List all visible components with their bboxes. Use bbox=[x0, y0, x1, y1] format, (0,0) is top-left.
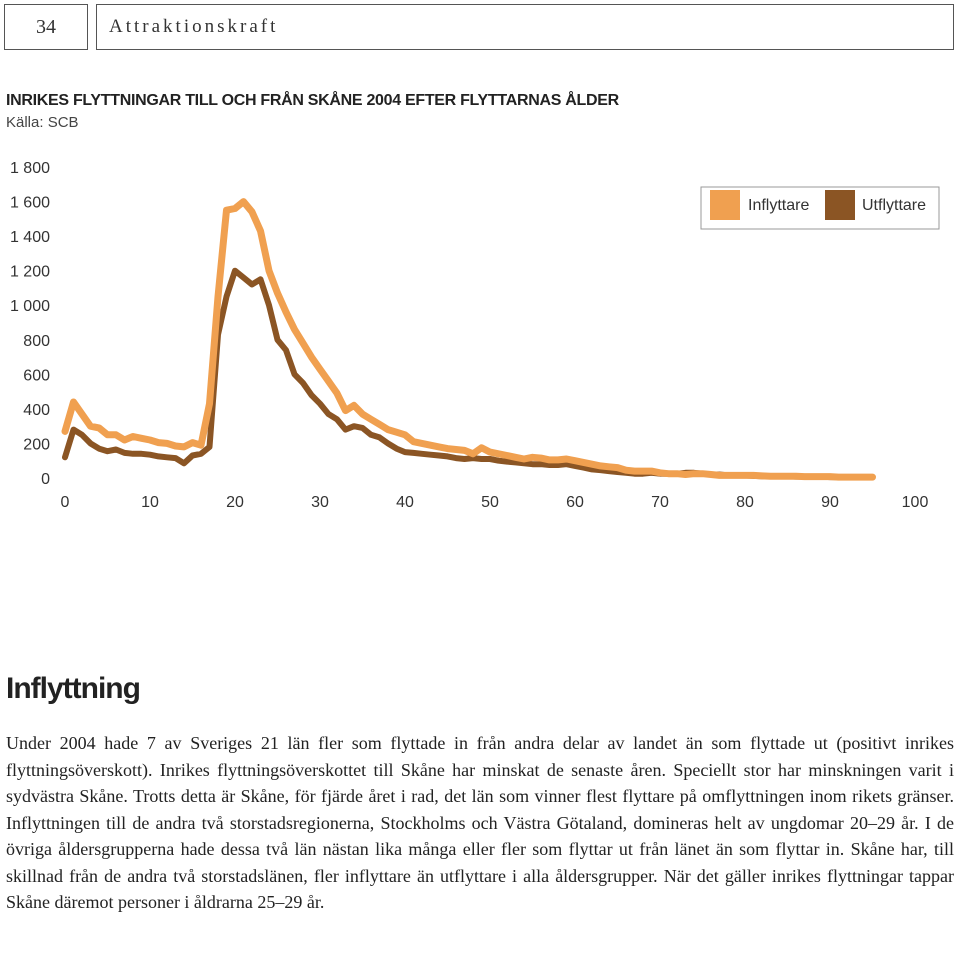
x-tick-label: 30 bbox=[311, 494, 329, 511]
y-tick-label: 1 800 bbox=[10, 160, 50, 177]
y-tick-label: 1 000 bbox=[10, 298, 50, 315]
y-tick-label: 200 bbox=[23, 436, 50, 453]
legend-label-inflyttare: Inflyttare bbox=[748, 197, 809, 214]
x-tick-label: 70 bbox=[651, 494, 669, 511]
chart-title: INRIKES FLYTTNINGAR TILL OCH FRÅN SKÅNE … bbox=[6, 92, 619, 109]
legend-frame bbox=[700, 186, 940, 230]
x-tick-label: 50 bbox=[481, 494, 499, 511]
y-tick-label: 600 bbox=[23, 367, 50, 384]
y-axis: 0 200 400 600 800 1 000 1 200 1 400 1 600 1 800 bbox=[10, 160, 50, 488]
y-tick-label: 1 400 bbox=[10, 229, 50, 246]
y-tick-label: 1 200 bbox=[10, 264, 50, 281]
running-title: Attraktionskraft bbox=[96, 4, 954, 50]
x-tick-label: 80 bbox=[736, 494, 754, 511]
legend-swatch-inflyttare bbox=[710, 190, 740, 220]
body-paragraph: Under 2004 hade 7 av Sveriges 21 län fle… bbox=[6, 733, 954, 912]
legend-swatch-utflyttare bbox=[825, 190, 855, 220]
y-tick-label: 800 bbox=[23, 333, 50, 350]
y-tick-label: 400 bbox=[23, 402, 50, 419]
x-tick-label: 100 bbox=[902, 494, 929, 511]
page-number: 34 bbox=[4, 4, 88, 50]
y-tick-label: 1 600 bbox=[10, 195, 50, 212]
chart-source: Källa: SCB bbox=[6, 114, 79, 131]
x-tick-label: 40 bbox=[396, 494, 414, 511]
x-tick-label: 0 bbox=[61, 494, 70, 511]
x-tick-label: 60 bbox=[566, 494, 584, 511]
series-layer bbox=[61, 198, 876, 481]
x-tick-label: 10 bbox=[141, 494, 159, 511]
series-line-inflyttare bbox=[61, 198, 876, 481]
chart-legend: Inflyttare Utflyttare bbox=[700, 186, 940, 230]
legend-label-utflyttare: Utflyttare bbox=[862, 197, 926, 214]
x-axis: 0 10 20 30 40 50 60 70 80 90 100 bbox=[61, 494, 929, 511]
page-header: 34 Attraktionskraft bbox=[4, 4, 954, 52]
y-tick-label: 0 bbox=[41, 471, 50, 488]
x-tick-label: 20 bbox=[226, 494, 244, 511]
x-tick-label: 90 bbox=[821, 494, 839, 511]
section-heading: Inflyttning bbox=[6, 672, 141, 705]
